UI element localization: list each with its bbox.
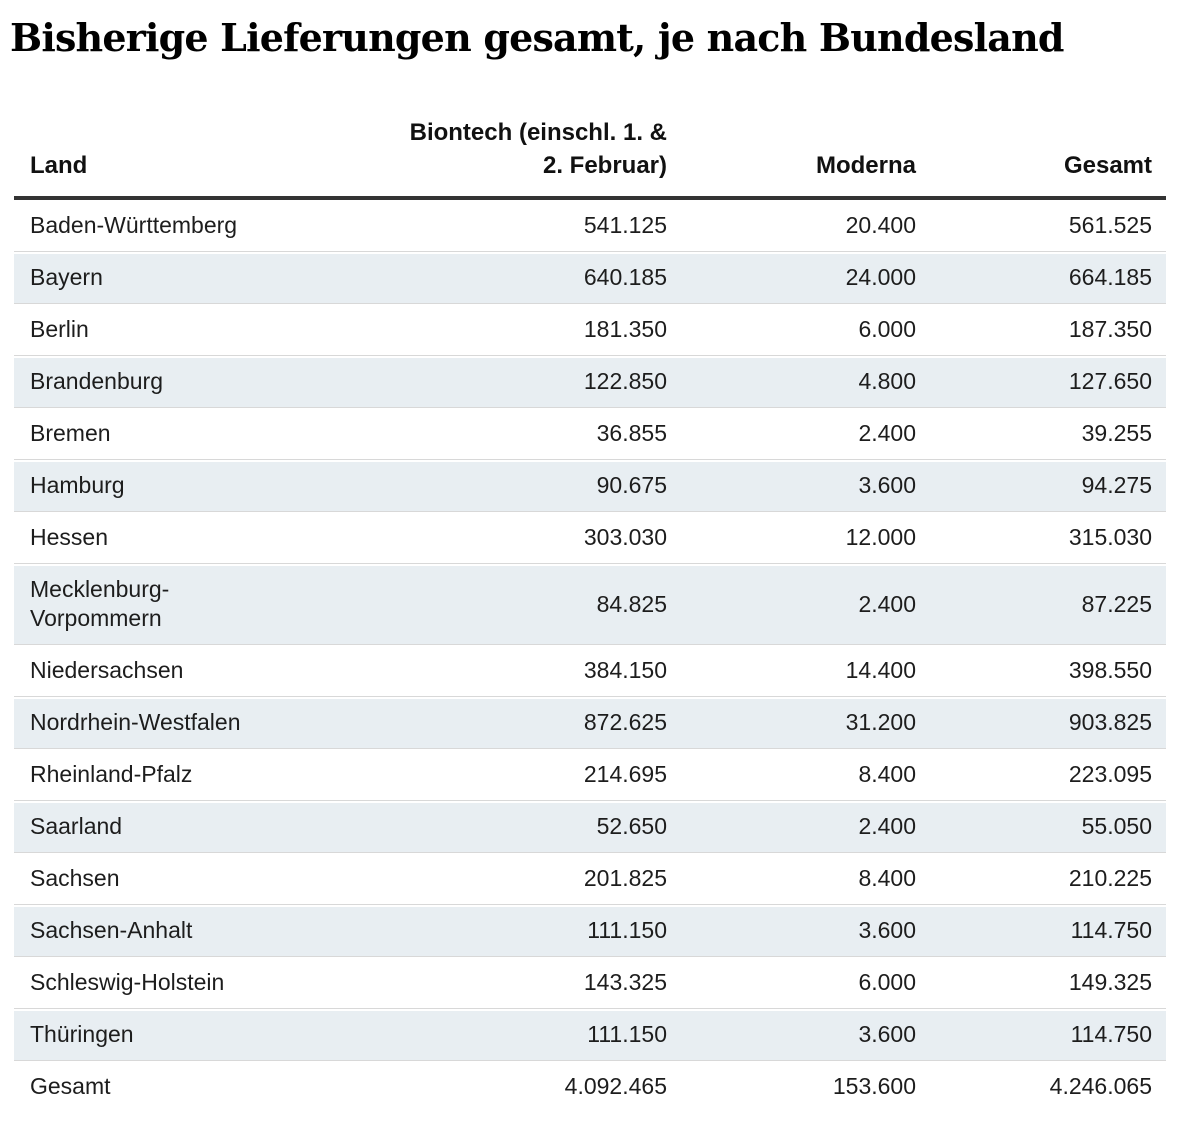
cell-biontech: 872.625	[254, 696, 677, 749]
cell-moderna: 24.000	[677, 251, 926, 304]
cell-biontech: 181.350	[254, 303, 677, 356]
table-row: Hessen 303.030 12.000 315.030	[14, 511, 1166, 564]
cell-gesamt: 315.030	[926, 511, 1166, 564]
cell-gesamt: 39.255	[926, 407, 1166, 460]
cell-moderna: 6.000	[677, 303, 926, 356]
column-header-gesamt: Gesamt	[926, 116, 1166, 200]
column-header-biontech: Biontech (einschl. 1. & 2. Februar)	[254, 116, 677, 200]
cell-land: Rheinland-Pfalz	[14, 748, 254, 801]
cell-biontech: 541.125	[583, 212, 667, 238]
table-row: Brandenburg 122.850 4.800 127.650	[14, 355, 1166, 408]
cell-land: Thüringen	[14, 1008, 254, 1061]
cell-land: Bayern	[14, 251, 254, 304]
header-row: Land Biontech (einschl. 1. & 2. Februar)…	[14, 116, 1166, 200]
table-row: Sachsen-Anhalt 111.150 3.600 114.750	[14, 904, 1166, 957]
page-title: Bisherige Lieferungen gesamt, je nach Bu…	[10, 15, 1064, 60]
table-header: Land Biontech (einschl. 1. & 2. Februar)…	[14, 116, 1166, 200]
cell-moderna: 2.400	[677, 800, 926, 853]
cell-gesamt: 187.350	[926, 303, 1166, 356]
cell-land: Hessen	[14, 511, 254, 564]
table-row: Niedersachsen 384.150 14.400 398.550	[14, 644, 1166, 697]
cell-biontech: 143.325	[254, 956, 677, 1009]
cell-biontech: 384.150	[254, 644, 677, 697]
table-row: Bremen 36.855 2.400 39.255	[14, 407, 1166, 460]
cell-moderna: 3.600	[677, 904, 926, 957]
cell-land: Baden-Württemberg	[30, 212, 238, 238]
table-row: Schleswig-Holstein 143.325 6.000 149.325	[14, 956, 1166, 1009]
cell-land: Brandenburg	[14, 355, 254, 408]
cell-moderna: 2.400	[677, 407, 926, 460]
cell-biontech: 201.825	[254, 852, 677, 905]
cell-gesamt: 398.550	[926, 644, 1166, 697]
cell-biontech: 111.150	[254, 904, 677, 957]
cell-moderna: 3.600	[677, 459, 926, 512]
cell-gesamt: 4.246.065	[926, 1060, 1166, 1112]
cell-biontech: 122.850	[254, 355, 677, 408]
column-header-moderna: Moderna	[677, 116, 926, 200]
cell-gesamt: 127.650	[926, 355, 1166, 408]
cell-gesamt: 87.225	[926, 563, 1166, 645]
cell-gesamt: 664.185	[926, 251, 1166, 304]
table-row: Saarland 52.650 2.400 55.050	[14, 800, 1166, 853]
table-row: Nordrhein-Westfalen 872.625 31.200 903.825	[14, 696, 1166, 749]
cell-biontech: 52.650	[254, 800, 677, 853]
cell-moderna: 153.600	[677, 1060, 926, 1112]
table-row: Thüringen 111.150 3.600 114.750	[14, 1008, 1166, 1061]
cell-gesamt: 223.095	[926, 748, 1166, 801]
cell-gesamt: 149.325	[926, 956, 1166, 1009]
table-row: Sachsen 201.825 8.400 210.225	[14, 852, 1166, 905]
cell-gesamt: 903.825	[926, 696, 1166, 749]
cell-moderna: 12.000	[677, 511, 926, 564]
cell-land: Niedersachsen	[14, 644, 254, 697]
cell-biontech: 36.855	[254, 407, 677, 460]
cell-land: Nordrhein-Westfalen	[14, 696, 254, 749]
cell-moderna: 3.600	[677, 1008, 926, 1061]
cell-moderna: 31.200	[677, 696, 926, 749]
table-row: Baden-Württemberg 541.125 20.400 561.525	[14, 198, 1166, 252]
page: Bisherige Lieferungen gesamt, je nach Bu…	[0, 16, 1191, 1140]
cell-moderna: 4.800	[677, 355, 926, 408]
table-row: Bayern 640.185 24.000 664.185	[14, 251, 1166, 304]
column-header-biontech-line1: Biontech (einschl. 1. &	[409, 119, 667, 146]
cell-gesamt: 55.050	[926, 800, 1166, 853]
table-row: Berlin 181.350 6.000 187.350	[14, 303, 1166, 356]
cell-moderna: 8.400	[677, 748, 926, 801]
cell-moderna: 6.000	[677, 956, 926, 1009]
cell-moderna: 20.400	[845, 212, 916, 238]
cell-land: Bremen	[14, 407, 254, 460]
table-body: Baden-Württemberg 541.125 20.400 561.525 Bay…	[14, 198, 1166, 1112]
cell-moderna: 14.400	[677, 644, 926, 697]
cell-gesamt: 210.225	[926, 852, 1166, 905]
table-row: Mecklenburg-Vorpommern 84.825 2.400 87.225	[14, 563, 1166, 645]
cell-biontech: 90.675	[254, 459, 677, 512]
cell-land: Mecklenburg-Vorpommern	[14, 563, 254, 645]
deliveries-table: Land Biontech (einschl. 1. & 2. Februar)…	[14, 116, 1166, 1112]
cell-biontech: 84.825	[254, 563, 677, 645]
column-header-land: Land	[14, 116, 254, 200]
cell-gesamt: 561.525	[1068, 212, 1152, 238]
cell-gesamt: 114.750	[926, 1008, 1166, 1061]
table-row: Gesamt 4.092.465 153.600 4.246.065	[14, 1060, 1166, 1112]
cell-biontech: 214.695	[254, 748, 677, 801]
table-row: Rheinland-Pfalz 214.695 8.400 223.095	[14, 748, 1166, 801]
column-header-biontech-line2: 2. Februar)	[542, 152, 667, 179]
cell-land: Saarland	[14, 800, 254, 853]
cell-gesamt: 114.750	[926, 904, 1166, 957]
cell-land: Hamburg	[14, 459, 254, 512]
cell-land: Gesamt	[14, 1060, 254, 1112]
cell-biontech: 303.030	[254, 511, 677, 564]
cell-moderna: 8.400	[677, 852, 926, 905]
cell-biontech: 111.150	[254, 1008, 677, 1061]
cell-moderna: 2.400	[677, 563, 926, 645]
cell-biontech: 640.185	[254, 251, 677, 304]
cell-land: Sachsen	[14, 852, 254, 905]
cell-land: Sachsen-Anhalt	[14, 904, 254, 957]
cell-land: Schleswig-Holstein	[14, 956, 254, 1009]
cell-gesamt: 94.275	[926, 459, 1166, 512]
table-row: Hamburg 90.675 3.600 94.275	[14, 459, 1166, 512]
cell-land: Berlin	[14, 303, 254, 356]
cell-biontech: 4.092.465	[254, 1060, 677, 1112]
